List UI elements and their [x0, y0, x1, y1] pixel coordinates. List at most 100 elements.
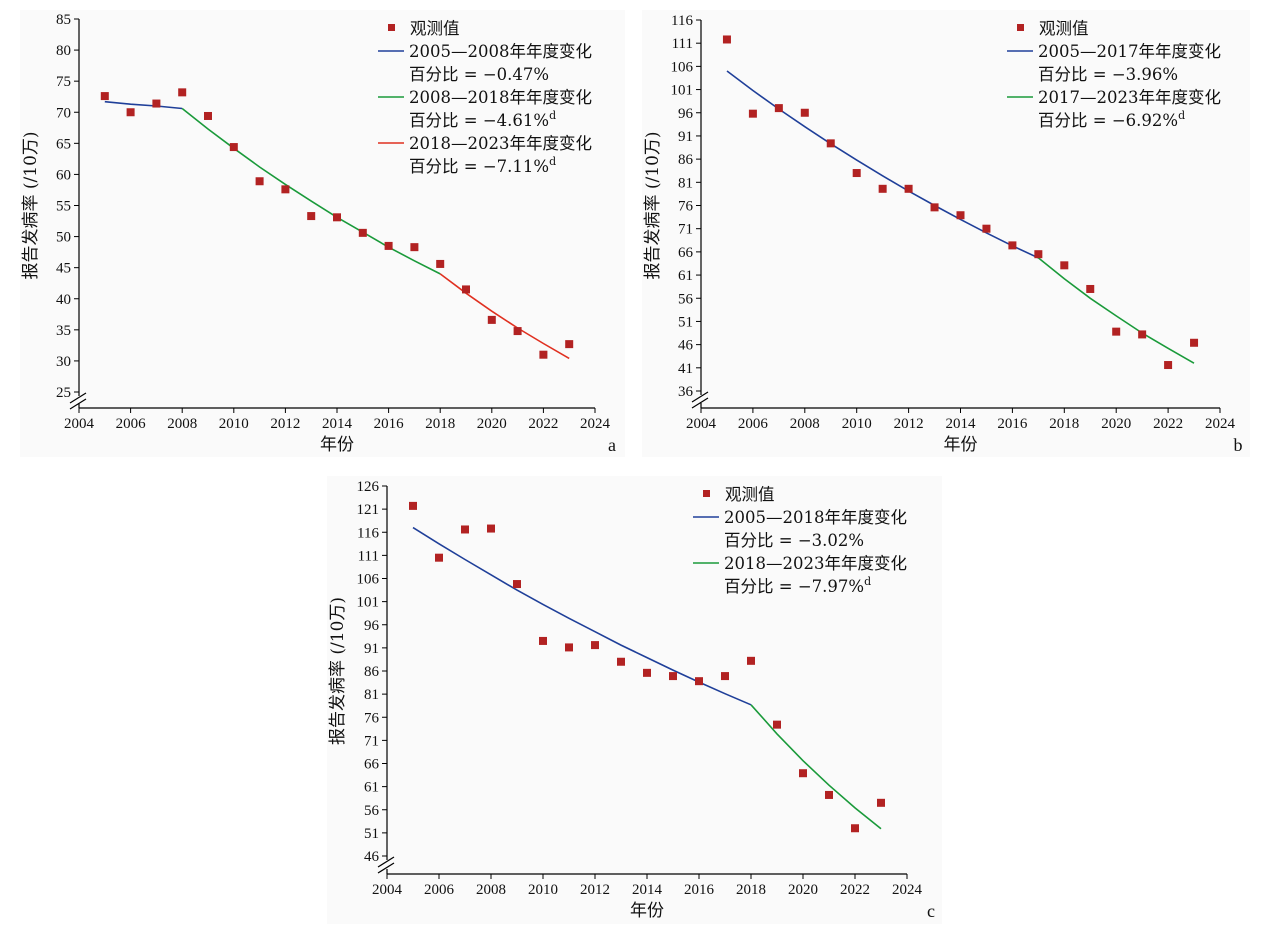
- legend-label-segment-1: 2005—2008年年度变化: [409, 42, 592, 61]
- axis-break-mark: [377, 856, 395, 868]
- trend-line-segment-2: [181, 107, 441, 275]
- panel-label: c: [927, 901, 935, 921]
- observed-point: [565, 643, 573, 652]
- observed-point: [1190, 338, 1199, 347]
- x-tick-label: 2016: [374, 416, 405, 432]
- legend-apc-superscript: d: [549, 155, 556, 168]
- observed-point: [852, 169, 861, 178]
- observed-point: [722, 35, 731, 44]
- axis-break-mark: [691, 397, 709, 409]
- x-tick-label: 2014: [632, 882, 663, 898]
- y-tick-label: 111: [672, 36, 693, 52]
- trend-line-segment-2: [750, 704, 882, 830]
- y-tick-label: 91: [678, 129, 693, 145]
- x-tick-label: 2016: [997, 416, 1028, 432]
- observed-point: [799, 769, 807, 778]
- observed-point: [748, 109, 757, 118]
- y-tick-label: 96: [678, 106, 694, 122]
- x-axis-title: 年份: [320, 435, 354, 455]
- observed-point: [591, 641, 599, 650]
- y-axis-title: 报告发病率 (/10万): [643, 131, 663, 279]
- x-axis-title: 年份: [630, 901, 664, 921]
- observed-point: [930, 203, 939, 212]
- chart-panel-c: 46 51 56 61 66 71 76 81 86 91 96 101 106 111 116 121 126…: [327, 476, 942, 924]
- legend-label-observed: 观测值: [410, 19, 460, 38]
- observed-point: [178, 88, 187, 97]
- y-tick-label: 85: [56, 12, 71, 28]
- y-tick-label: 61: [678, 268, 693, 284]
- observed-point: [747, 656, 755, 665]
- y-tick-label: 45: [56, 261, 71, 277]
- observed-point: [100, 92, 109, 101]
- observed-point: [358, 228, 367, 237]
- legend-apc-segment-1: 百分比 = −0.47%: [409, 65, 549, 84]
- legend-marker-observed: [703, 490, 710, 497]
- observed-point: [1112, 327, 1121, 336]
- y-tick-label: 25: [56, 385, 71, 401]
- legend-label-segment-2: 2018—2023年年度变化: [724, 554, 907, 573]
- x-tick-label: 2008: [476, 882, 506, 898]
- observed-point: [152, 99, 161, 108]
- legend-apc-segment-2: 百分比 = −4.61%d: [409, 109, 556, 130]
- y-tick-label: 86: [678, 152, 694, 168]
- y-tick-label: 66: [364, 757, 380, 773]
- y-tick-label: 116: [671, 13, 693, 29]
- y-tick-label: 56: [364, 803, 380, 819]
- y-tick-label: 51: [364, 826, 379, 842]
- legend-apc-segment-1: 百分比 = −3.96%: [1038, 65, 1178, 84]
- x-axis-title: 年份: [944, 435, 978, 455]
- y-tick-label: 111: [358, 548, 379, 564]
- observed-point: [1034, 250, 1043, 259]
- y-tick-label: 71: [678, 222, 693, 238]
- y-tick-label: 96: [364, 618, 380, 634]
- legend-apc-segment-3: 百分比 = −7.11%d: [409, 155, 556, 176]
- x-tick-label: 2020: [477, 416, 507, 432]
- observed-point: [333, 213, 341, 222]
- observed-point: [1164, 361, 1173, 370]
- observed-point: [1008, 241, 1017, 250]
- legend-apc-segment-1: 百分比 = −3.02%: [724, 531, 864, 550]
- y-tick-label: 56: [678, 291, 694, 307]
- y-tick-label: 66: [678, 245, 694, 261]
- observed-point: [461, 525, 469, 534]
- observed-point: [281, 185, 290, 194]
- legend-marker-observed: [388, 24, 395, 31]
- y-tick-label: 81: [364, 687, 379, 703]
- legend-label-observed: 观测值: [1039, 19, 1089, 38]
- legend-apc-superscript: d: [864, 575, 871, 588]
- y-tick-label: 75: [56, 74, 71, 90]
- observed-point: [617, 657, 625, 666]
- y-tick-label: 116: [357, 525, 379, 541]
- y-tick-label: 65: [56, 136, 71, 152]
- y-tick-label: 55: [56, 199, 71, 215]
- observed-point: [774, 104, 783, 113]
- chart-panel-a: 25 30 35 40 45 50 55 60 65 70 75 80 85 2004 2006 2008 20…: [20, 10, 625, 457]
- observed-point: [695, 677, 703, 686]
- observed-point: [126, 108, 135, 117]
- x-tick-label: 2012: [270, 416, 300, 432]
- trend-line-segment-3: [439, 273, 570, 360]
- x-tick-label: 2024: [1205, 416, 1236, 432]
- y-tick-label: 46: [364, 849, 380, 865]
- y-tick-label: 126: [357, 479, 380, 495]
- x-tick-label: 2022: [1153, 416, 1183, 432]
- chart-panel-b: 36 41 46 51 56 61 66 71 76 81 86 91 96 101 106 111 116 20…: [642, 10, 1250, 457]
- observed-point: [826, 139, 835, 148]
- observed-point: [487, 524, 495, 533]
- observed-point: [1138, 330, 1147, 339]
- y-tick-label: 46: [678, 338, 694, 354]
- x-tick-label: 2010: [842, 416, 872, 432]
- x-tick-label: 2020: [788, 882, 818, 898]
- observed-point: [436, 259, 445, 268]
- legend-label-segment-2: 2008—2018年年度变化: [409, 88, 592, 107]
- y-tick-label: 41: [678, 361, 693, 377]
- observed-point: [539, 350, 548, 359]
- chart-svg-a: 25 30 35 40 45 50 55 60 65 70 75 80 85 2004 2006 2008 20…: [21, 12, 616, 455]
- y-tick-label: 40: [56, 292, 71, 308]
- y-tick-label: 76: [678, 199, 694, 215]
- y-tick-label: 81: [678, 175, 693, 191]
- x-tick-label: 2008: [790, 416, 820, 432]
- panel-label: b: [1234, 435, 1243, 455]
- x-tick-label: 2022: [528, 416, 558, 432]
- observed-point: [513, 327, 522, 336]
